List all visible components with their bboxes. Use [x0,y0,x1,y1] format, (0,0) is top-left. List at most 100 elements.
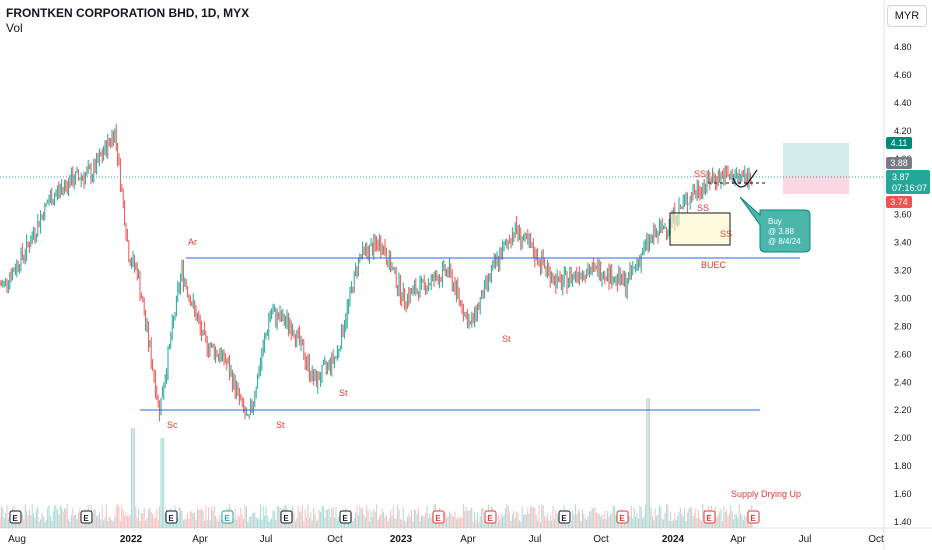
y-tick-label: 2.40 [894,377,912,387]
volume-bar [698,510,700,528]
volume-bar [520,521,522,528]
volume-bar [640,506,642,528]
volume-bar [248,516,250,528]
volume-bar [468,511,470,528]
earnings-letter: E [619,514,625,523]
volume-bar [149,507,151,528]
y-tick-label: 3.00 [894,293,912,303]
earnings-marker[interactable] [80,510,93,524]
earnings-marker[interactable] [9,510,22,524]
volume-bar [93,509,95,528]
earnings-marker[interactable] [221,510,234,524]
volume-bar [52,511,54,528]
volume-bar [482,508,484,528]
volume-bar [612,505,614,528]
volume-bar [518,520,520,528]
earnings-letter: E [83,514,89,523]
volume-bar [353,518,355,528]
callout-text-1: Buy [768,217,782,226]
volume-bar [202,510,204,528]
volume-bar [76,519,78,528]
earnings-marker[interactable] [339,510,352,524]
volume-bar [700,521,702,528]
x-tick-label: 2023 [390,534,413,545]
x-tick-label: Apr [460,534,476,545]
volume-bar [325,509,327,528]
volume-bar [677,515,679,528]
volume-bar [465,507,467,528]
volume-bar [608,516,610,528]
volume-bar [279,507,281,528]
volume-bar [573,514,575,528]
volume-bar [7,518,9,528]
volume-bar [619,520,621,528]
volume-bar [567,521,569,528]
currency-button[interactable]: MYR [887,5,927,27]
volume-bar [398,509,400,528]
volume-bar [692,516,694,528]
earnings-marker[interactable] [558,510,571,524]
volume-bar [626,521,628,528]
volume-bar [514,518,516,528]
label-ar: Ar [188,237,197,247]
volume-bar [233,519,235,528]
volume-bar [164,513,166,528]
volume-bar [244,505,246,528]
volume-bar [61,507,63,528]
earnings-marker[interactable] [165,510,178,524]
volume-bar [152,513,154,528]
time-axis[interactable]: Aug 2022 Apr Jul Oct 2023 Apr Jul Oct 2024 Apr Jul O… [8,534,884,545]
volume-bar [735,513,737,528]
volume-bar [128,516,130,528]
volume-bar [390,510,392,528]
volume-bar [693,513,695,528]
volume-bar [299,511,301,528]
volume-bar [195,519,197,528]
volume-bar [24,504,26,528]
volume-bar [399,518,401,528]
x-tick-label: Oct [593,534,609,545]
volume-bar [156,508,158,528]
y-tick-label: 2.60 [894,349,912,359]
earnings-marker[interactable] [280,510,293,524]
volume-bar [34,517,36,528]
earnings-marker[interactable] [703,510,716,524]
volume-bar [671,521,673,528]
volume-bar [105,504,107,528]
earnings-marker[interactable] [484,510,497,524]
volume-bar [426,505,428,528]
volume-bar [383,511,385,528]
volume-bar [689,506,691,528]
volume-bar [724,511,726,528]
volume-bar [600,517,602,528]
volume-bar [47,508,49,528]
volume-bar [530,506,532,528]
earnings-marker[interactable] [432,510,445,524]
label-st-2: St [339,388,348,398]
volume-bar [150,511,152,528]
earnings-marker[interactable] [616,510,629,524]
volume-bar [581,509,583,528]
volume-bar [696,518,698,528]
volume-bars [0,398,753,528]
volume-bar [131,428,133,528]
volume-bar [699,518,701,528]
volume-bar [591,508,593,528]
price-axis[interactable]: 4.804.604.404.204.003.803.603.403.203.00… [894,42,912,527]
volume-bar [384,516,386,528]
volume-bar [650,507,652,528]
consolidation-box [669,212,731,246]
volume-bar [647,398,649,528]
countdown-text: 07:16:07 [892,183,927,193]
volume-bar [157,520,159,528]
earnings-marker[interactable] [747,510,760,524]
volume-bar [271,518,273,528]
projection-arc [732,169,758,188]
volume-bar [552,505,554,528]
volume-bar [628,516,630,528]
volume-bar [296,518,298,528]
volume-bar [208,507,210,528]
volume-bar [716,517,718,528]
